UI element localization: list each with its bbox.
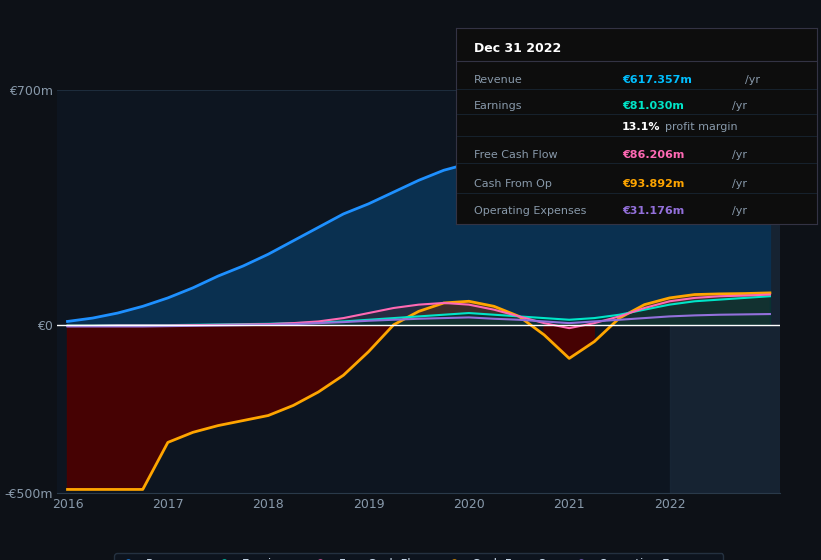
- Text: profit margin: profit margin: [665, 122, 738, 132]
- Text: Revenue: Revenue: [474, 75, 522, 85]
- Text: €31.176m: €31.176m: [621, 207, 684, 216]
- Text: /yr: /yr: [732, 207, 746, 216]
- Text: /yr: /yr: [732, 150, 746, 160]
- Legend: Revenue, Earnings, Free Cash Flow, Cash From Op, Operating Expenses: Revenue, Earnings, Free Cash Flow, Cash …: [114, 553, 723, 560]
- Bar: [670, 90, 780, 493]
- Text: /yr: /yr: [745, 75, 760, 85]
- Text: 13.1%: 13.1%: [621, 122, 660, 132]
- Text: /yr: /yr: [732, 101, 746, 110]
- Text: €81.030m: €81.030m: [621, 101, 684, 110]
- Text: €93.892m: €93.892m: [621, 179, 684, 189]
- Text: Free Cash Flow: Free Cash Flow: [474, 150, 557, 160]
- Text: Earnings: Earnings: [474, 101, 522, 110]
- Text: Cash From Op: Cash From Op: [474, 179, 552, 189]
- Text: /yr: /yr: [732, 179, 746, 189]
- Text: €86.206m: €86.206m: [621, 150, 684, 160]
- Text: Dec 31 2022: Dec 31 2022: [474, 42, 561, 55]
- Text: Operating Expenses: Operating Expenses: [474, 207, 586, 216]
- Text: €617.357m: €617.357m: [621, 75, 692, 85]
